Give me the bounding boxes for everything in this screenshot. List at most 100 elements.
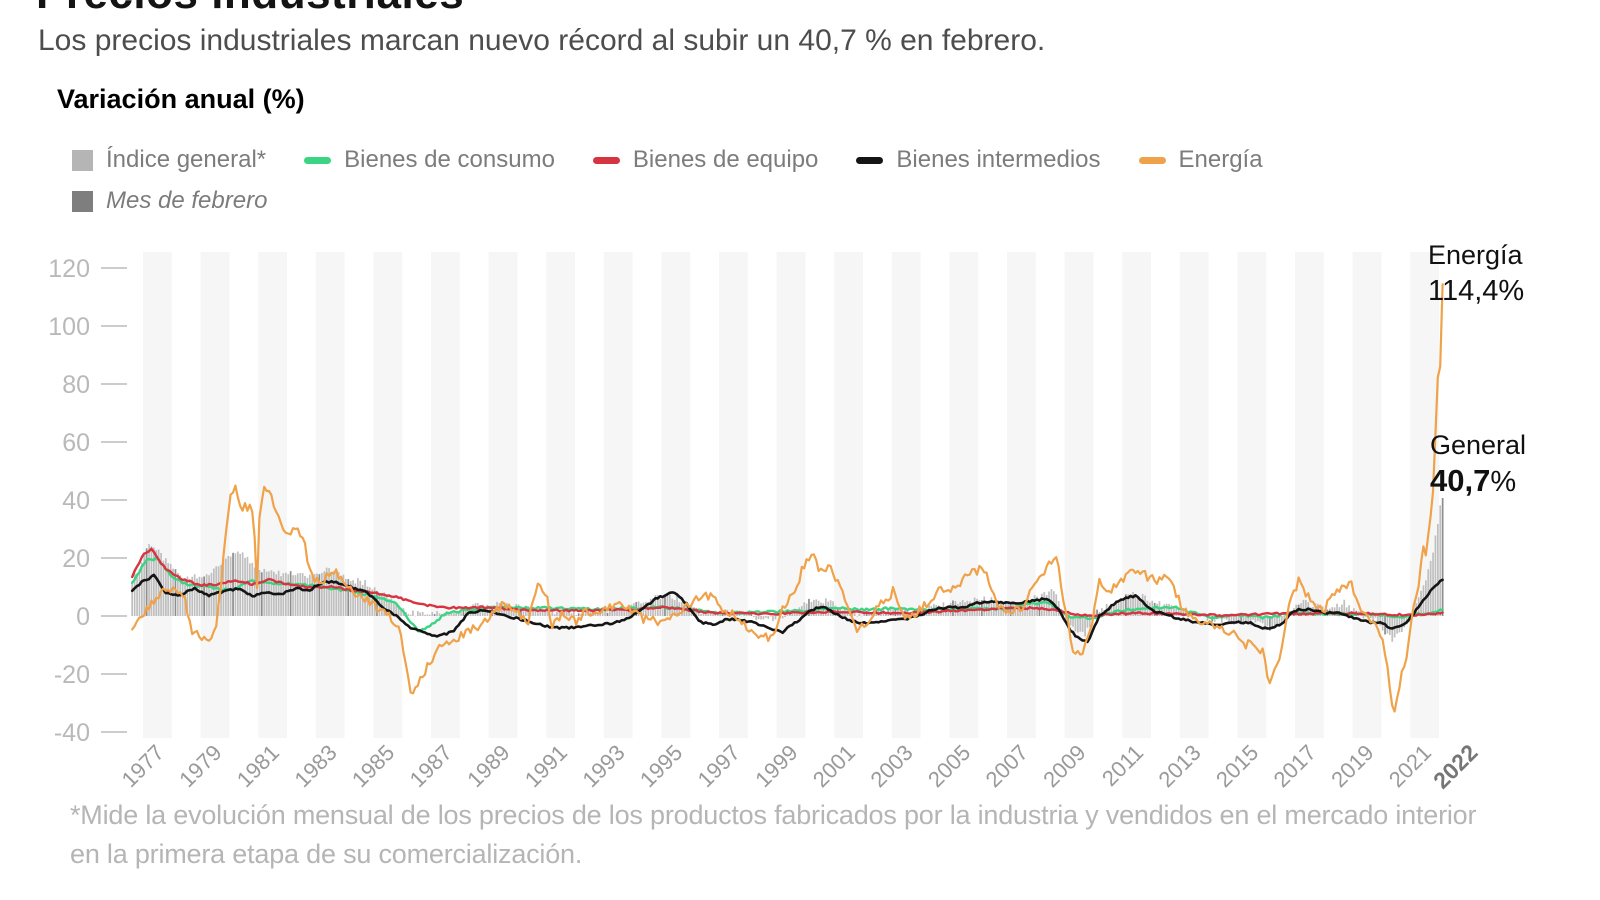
bar bbox=[299, 573, 302, 616]
bar bbox=[657, 595, 659, 616]
x-tick-label: 1979 bbox=[174, 740, 226, 792]
bar bbox=[1386, 616, 1389, 634]
bar bbox=[1072, 616, 1074, 627]
bar-febrero bbox=[232, 552, 234, 616]
bar bbox=[225, 558, 227, 616]
bar bbox=[1403, 616, 1406, 628]
year-stripe bbox=[1064, 252, 1094, 738]
bar bbox=[717, 613, 719, 616]
x-tick-label: 1983 bbox=[289, 740, 341, 792]
x-tick-label: 2001 bbox=[808, 740, 860, 792]
bar bbox=[565, 608, 568, 616]
bar bbox=[395, 603, 398, 616]
bar-febrero bbox=[289, 571, 292, 616]
bar bbox=[237, 551, 239, 616]
bar bbox=[301, 573, 304, 616]
bar bbox=[702, 613, 705, 616]
year-stripe bbox=[200, 252, 230, 738]
bar bbox=[249, 563, 251, 616]
bar bbox=[1117, 601, 1120, 616]
bar bbox=[412, 610, 414, 616]
legend-label: Bienes de consumo bbox=[344, 146, 555, 173]
bar-febrero bbox=[318, 574, 321, 616]
bar bbox=[1086, 616, 1089, 628]
bar bbox=[1209, 615, 1211, 616]
bar bbox=[337, 572, 340, 616]
bar bbox=[311, 575, 314, 616]
bar bbox=[1043, 592, 1046, 616]
bar bbox=[983, 596, 986, 616]
bar bbox=[553, 614, 556, 616]
bar bbox=[772, 616, 774, 622]
y-tick-label: 100 bbox=[48, 313, 90, 341]
bar bbox=[1283, 616, 1286, 623]
x-tick-label: 2005 bbox=[923, 740, 975, 792]
bar bbox=[390, 598, 393, 616]
bar bbox=[253, 567, 256, 616]
bar bbox=[141, 562, 143, 616]
bar bbox=[1396, 616, 1398, 634]
annotation-energia: Energía 114,4% bbox=[1428, 237, 1524, 309]
bienes-consumo-swatch-icon bbox=[304, 156, 332, 164]
annotation-energia-label: Energía bbox=[1428, 240, 1523, 270]
year-stripe bbox=[546, 252, 575, 738]
bar bbox=[793, 613, 796, 616]
bar bbox=[537, 612, 539, 616]
x-tick-label: 1995 bbox=[635, 740, 687, 792]
bar bbox=[172, 568, 174, 616]
bar bbox=[1170, 605, 1173, 616]
bar bbox=[292, 575, 294, 616]
bar bbox=[1405, 616, 1408, 625]
bar bbox=[213, 568, 215, 616]
bar bbox=[328, 568, 330, 616]
bar bbox=[1165, 603, 1168, 616]
year-stripe bbox=[1237, 252, 1267, 738]
bar bbox=[419, 612, 421, 616]
bar bbox=[465, 607, 467, 616]
bar bbox=[573, 610, 575, 616]
bar bbox=[1045, 595, 1048, 616]
legend-item-mes-de-febrero: Mes de febrero bbox=[72, 187, 267, 215]
bar bbox=[1369, 616, 1372, 618]
legend-label: Mes de febrero bbox=[106, 187, 268, 214]
bar bbox=[760, 616, 762, 620]
bar bbox=[133, 573, 136, 616]
bar-febrero bbox=[1441, 498, 1444, 616]
bar-febrero bbox=[664, 594, 666, 616]
bar bbox=[913, 613, 916, 616]
bar bbox=[287, 574, 290, 616]
bar bbox=[332, 571, 335, 616]
bar bbox=[676, 595, 678, 616]
bar bbox=[1271, 616, 1274, 630]
bar bbox=[316, 573, 318, 616]
bar bbox=[201, 577, 203, 616]
bar bbox=[155, 550, 158, 616]
bar bbox=[1439, 505, 1442, 616]
bar bbox=[306, 577, 309, 616]
y-tick-label: 80 bbox=[62, 371, 90, 399]
bar bbox=[1000, 603, 1002, 616]
bar bbox=[1377, 616, 1379, 623]
bar bbox=[198, 576, 201, 616]
annotation-general-value: 40,7% bbox=[1430, 463, 1517, 498]
bar bbox=[1206, 616, 1209, 621]
bar bbox=[246, 556, 249, 616]
bar bbox=[589, 608, 592, 616]
year-stripe bbox=[315, 252, 345, 738]
bar bbox=[1257, 616, 1259, 622]
bar bbox=[1024, 605, 1026, 616]
y-tick-label: 0 bbox=[76, 603, 90, 631]
bar bbox=[424, 614, 426, 616]
bar bbox=[1089, 616, 1091, 628]
bar bbox=[921, 610, 923, 616]
year-stripe bbox=[949, 252, 979, 738]
bar-febrero bbox=[1009, 604, 1012, 616]
bar bbox=[364, 580, 366, 616]
bar bbox=[366, 586, 369, 616]
x-tick-label: 1989 bbox=[462, 740, 514, 792]
bar bbox=[568, 610, 570, 616]
bar bbox=[150, 546, 153, 616]
subtitle: Los precios industriales marcan nuevo ré… bbox=[38, 24, 1046, 57]
bar bbox=[813, 599, 815, 616]
bar bbox=[227, 556, 230, 616]
